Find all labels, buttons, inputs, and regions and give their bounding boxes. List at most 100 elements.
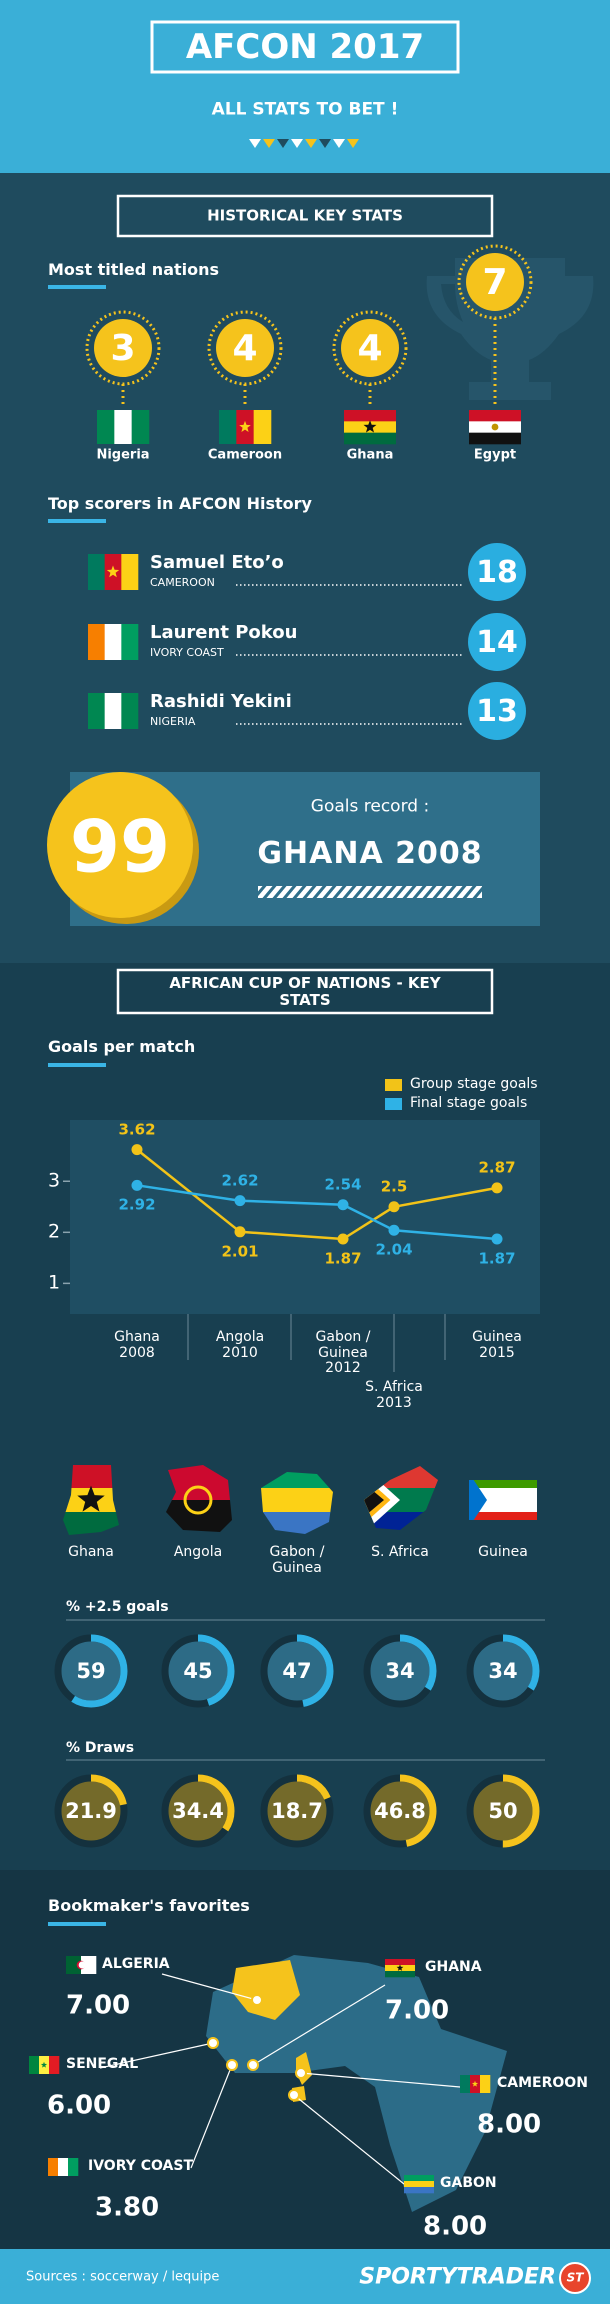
x-tick-label: Guinea 2015 (472, 1329, 522, 1361)
flag-stripe (253, 410, 272, 444)
flag (63, 1465, 119, 1535)
host-name: Angola (173, 1544, 223, 1560)
team-name: IVORY COAST (88, 2158, 193, 2175)
donut-arc (161, 1774, 235, 1848)
decor-triangle (319, 139, 331, 148)
data-label: 2.01 (221, 1242, 259, 1261)
data-point (388, 1201, 400, 1213)
decor-triangle (263, 139, 275, 148)
flag (97, 410, 150, 444)
flag-star (396, 1964, 404, 1971)
host-name: Guinea (478, 1544, 528, 1560)
record-value: 99 (69, 804, 171, 889)
nation-name: Ghana (346, 447, 394, 463)
flag-stripe (63, 1465, 119, 1489)
donut-arc (466, 1774, 540, 1848)
brand-badge (559, 2262, 591, 2294)
medal-ring (457, 244, 533, 320)
x-tick-label: Gabon / Guinea 2012 (315, 1329, 371, 1377)
flag-stripe (48, 2158, 59, 2176)
team-odds: 7.00 (385, 1995, 450, 2026)
medal-value: 7 (482, 261, 508, 303)
data-label: 2.92 (118, 1195, 156, 1214)
flag-stripe (385, 1971, 415, 1978)
flag-stripe (385, 1959, 415, 1966)
donut-arc (363, 1634, 437, 1708)
flag-stripe (104, 693, 122, 729)
flag (385, 1959, 415, 1978)
legend-label: Final stage goals (410, 1095, 528, 1112)
medal (94, 319, 152, 377)
record-label: Goals record : (310, 796, 430, 817)
goals-circle (468, 613, 526, 671)
flag-stripe (261, 1512, 333, 1534)
heading: % +2.5 goals (66, 1599, 169, 1616)
decor-triangle (333, 139, 345, 148)
flag (460, 2075, 491, 2093)
data-point (491, 1182, 503, 1194)
connector (99, 2042, 214, 2069)
legend-swatch (385, 1079, 402, 1091)
scorer-goals: 18 (476, 555, 518, 591)
record-team: GHANA 2008 (257, 836, 483, 872)
medal-ring (332, 310, 408, 386)
flag-stripe (63, 1512, 119, 1535)
flag-stripe (480, 2075, 491, 2093)
data-point (234, 1226, 246, 1238)
flag-stripe (49, 2056, 60, 2074)
medal (216, 319, 274, 377)
data-label: 2.04 (375, 1240, 413, 1259)
team-odds: 6.00 (47, 2090, 112, 2121)
donut-arc (161, 1634, 235, 1708)
x-tick-label: S. Africa 2013 (365, 1379, 423, 1411)
host-map (166, 1465, 232, 1532)
data-point (337, 1199, 349, 1211)
flag-stripe (88, 624, 105, 660)
flag (88, 554, 139, 590)
flag (88, 624, 139, 660)
donut-value: 18.7 (271, 1799, 323, 1824)
medal-value: 4 (357, 327, 383, 369)
brand: SPORTYTRADER (359, 2264, 556, 2290)
data-label: 2.54 (324, 1175, 362, 1194)
medal-value: 3 (110, 327, 136, 369)
flag-star (363, 420, 377, 433)
map-dot (288, 2089, 300, 2101)
data-label: 2.87 (478, 1158, 516, 1177)
underline (48, 519, 106, 523)
connector (300, 2072, 461, 2088)
host-name: Ghana (68, 1544, 114, 1560)
underline (48, 285, 106, 289)
medal (466, 253, 524, 311)
host-name: S. Africa (371, 1544, 429, 1560)
heading: % Draws (66, 1740, 135, 1757)
scorer-name: Samuel Eto’o (150, 551, 284, 573)
donut-arc (260, 1774, 334, 1848)
flag (66, 1956, 97, 1974)
flag-stripe (344, 432, 396, 445)
flag-stripe (261, 1488, 333, 1513)
flag-star (40, 2061, 48, 2068)
map-dot (251, 1994, 263, 2006)
flag-stripe (58, 2158, 69, 2176)
connector (293, 2094, 405, 2185)
flag-star (239, 420, 251, 432)
flag (29, 2056, 60, 2074)
map-dot (247, 2059, 259, 2071)
y-tick-label: 1 (47, 1271, 61, 1294)
donut-arc (466, 1634, 540, 1708)
stripes (258, 886, 482, 898)
flag-stripe (88, 554, 105, 590)
flag-emblem (78, 1961, 86, 1969)
flag-stripe (344, 410, 396, 422)
donut-arc (260, 1634, 334, 1708)
flag-stripe (121, 693, 139, 729)
x-tick-label: Ghana 2008 (114, 1329, 160, 1361)
flag (88, 693, 139, 729)
donut-arc (54, 1774, 128, 1848)
donut-value: 34 (488, 1659, 518, 1684)
map-dot (295, 2067, 307, 2079)
goals-circle (468, 682, 526, 740)
flag (469, 1480, 537, 1520)
